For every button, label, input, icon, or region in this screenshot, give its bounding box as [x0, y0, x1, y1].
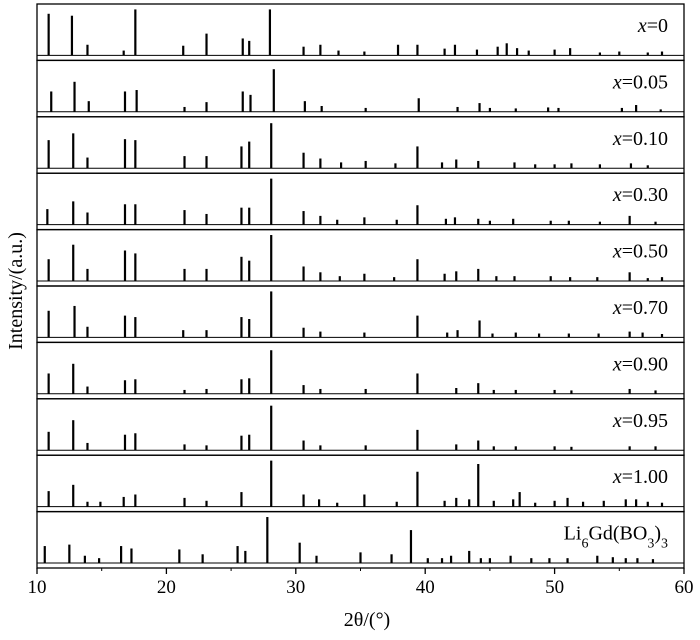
- panels-layer: x=0 x=0.05 x=0.10 x=0.30 x=0.50 x=0.70 x=0.90 x…: [36, 3, 685, 569]
- x-tick-label: 20: [157, 577, 176, 598]
- pattern-panel: Li6Gd(BO3)3: [36, 510, 685, 569]
- panel-label: x=0.95: [612, 410, 668, 432]
- pattern-panel: x=1.00: [36, 454, 685, 513]
- panel-label: x=0.10: [612, 128, 668, 150]
- panel-frame: [36, 172, 685, 231]
- panel-frame: [36, 341, 685, 400]
- panel-frame: [36, 3, 685, 62]
- panel-frame: [36, 116, 685, 174]
- pattern-panel: x=0.05: [36, 59, 685, 118]
- pattern-panel: x=0.90: [36, 341, 685, 400]
- x-tick-label: 10: [28, 577, 47, 598]
- panel-label: Li6Gd(BO3)3: [564, 523, 668, 552]
- panel-frame: [36, 59, 685, 118]
- x-axis: 10 20 30 40 50 60: [28, 568, 694, 598]
- x-tick-label: 30: [286, 577, 305, 598]
- panel-label: x=0: [637, 15, 668, 37]
- x-tick-label: 40: [416, 577, 435, 598]
- panel-label: x=0.30: [612, 184, 668, 206]
- x-tick-label: 50: [545, 577, 564, 598]
- panel-label: x=0.90: [612, 353, 668, 375]
- panel-frame: [36, 454, 685, 513]
- pattern-panel: x=0.30: [36, 172, 685, 231]
- panel-label: x=0.50: [612, 241, 668, 263]
- x-axis-label: 2θ/(°): [344, 609, 390, 631]
- pattern-panel: x=0.95: [36, 398, 685, 456]
- pattern-panel: x=0.70: [36, 285, 685, 344]
- panel-label: x=0.70: [612, 297, 668, 319]
- panel-label: x=1.00: [612, 466, 668, 488]
- panel-frame: [36, 285, 685, 344]
- pattern-panel: x=0: [36, 3, 685, 62]
- pattern-panel: x=0.10: [36, 116, 685, 174]
- y-axis-label: Intensity/(a.u.): [5, 232, 27, 350]
- panel-label: x=0.05: [612, 71, 668, 93]
- x-tick-label: 60: [675, 577, 694, 598]
- panel-frame: [36, 398, 685, 456]
- pattern-panel: x=0.50: [36, 228, 685, 287]
- panel-frame: [36, 228, 685, 287]
